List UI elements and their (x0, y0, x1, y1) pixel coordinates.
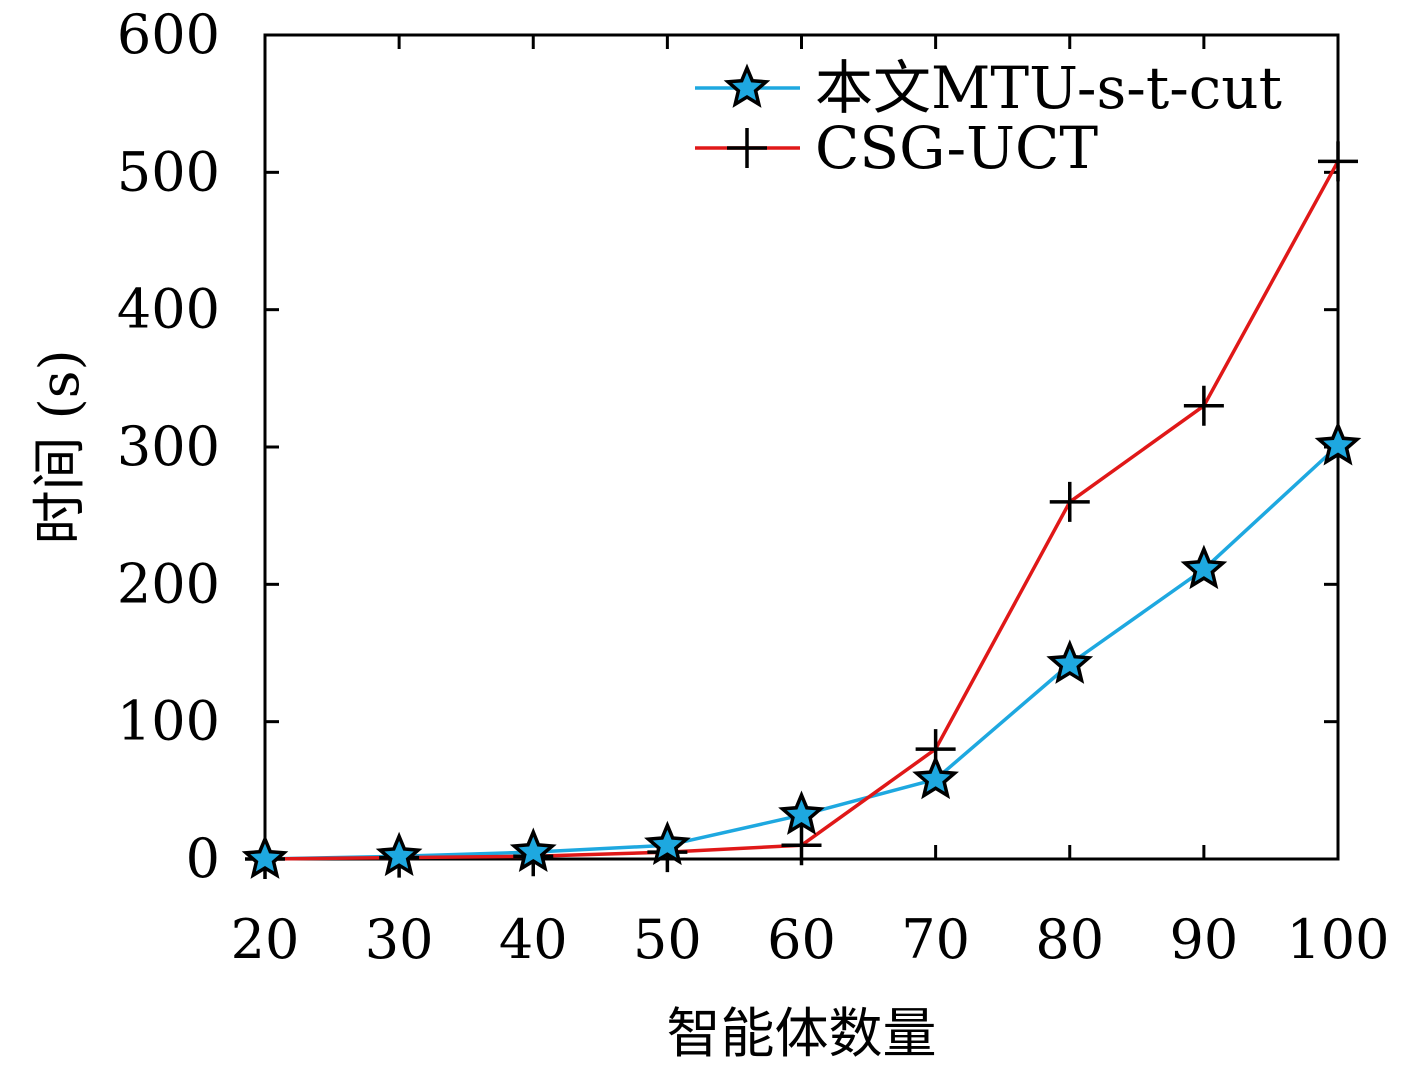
series-0-point (1314, 421, 1362, 466)
series-1-point (1318, 141, 1358, 182)
series-0-point (375, 831, 423, 877)
x-tick-label: 40 (499, 908, 568, 971)
series-0-point (778, 790, 825, 835)
series-0-point (1046, 639, 1094, 684)
x-tick-label: 100 (1286, 908, 1389, 971)
x-axis-label: 智能体数量 (667, 1002, 937, 1065)
series-0-point (509, 827, 557, 873)
x-tick-label: 90 (1170, 908, 1239, 971)
axes: 20 30 40 50 60 70 80 90 100 0 100 200 300 400 500 600 (117, 3, 1390, 971)
y-tick-label: 100 (117, 690, 220, 753)
series-layer (241, 141, 1362, 879)
series-0-point (644, 820, 691, 866)
y-tick-label: 0 (186, 827, 220, 890)
y-tick-label: 400 (117, 278, 220, 341)
legend-marker-0 (723, 63, 771, 108)
y-tick-label: 200 (117, 552, 220, 615)
series-line-1 (264, 160, 1340, 861)
x-tick-label: 20 (231, 908, 300, 971)
series-0-point (241, 834, 289, 879)
x-tick-label: 80 (1035, 908, 1104, 971)
series-1-point (781, 825, 822, 866)
x-tick-label: 70 (901, 908, 970, 971)
x-tick-label: 50 (633, 908, 702, 971)
legend-marker-1 (727, 128, 767, 168)
legend-label-1: CSG-UCT (815, 114, 1098, 182)
series-1-point (1183, 385, 1224, 426)
legend-label-0: 本文MTU-s-t-cut (815, 54, 1282, 122)
x-tick-label: 60 (767, 908, 836, 971)
y-tick-label: 500 (117, 140, 220, 203)
y-axis-label: 时间 (s) (28, 349, 91, 544)
series-1-point (1049, 481, 1090, 522)
y-tick-label: 600 (117, 3, 220, 66)
series-0-point (912, 754, 959, 800)
y-tick-label: 300 (117, 415, 220, 478)
series-0-point (1180, 544, 1228, 590)
x-tick-label: 30 (365, 908, 434, 971)
plot-frame (263, 33, 1340, 861)
